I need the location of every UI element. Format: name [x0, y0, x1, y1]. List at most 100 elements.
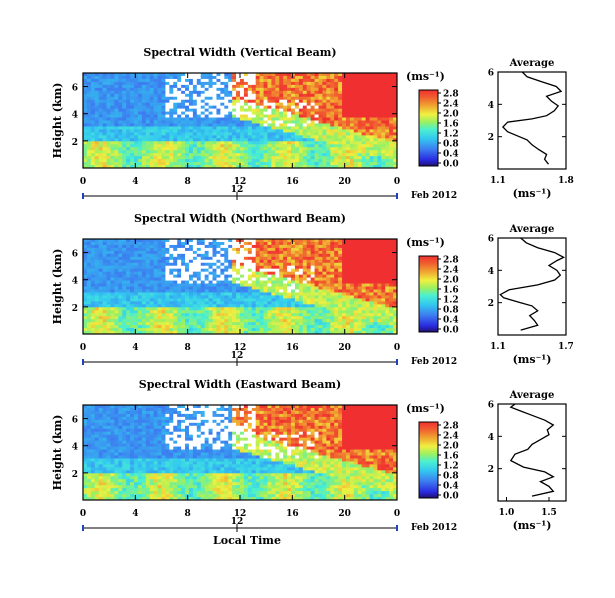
- x-tick-label: 0: [80, 177, 86, 187]
- x-tick-label: 16: [286, 177, 299, 187]
- colorbar-tick-label: 0.0: [443, 492, 459, 502]
- date-tick-label: 12: [231, 185, 244, 195]
- heatmap-cells: [83, 405, 398, 501]
- date-label: Feb 2012: [411, 523, 457, 533]
- profile-y-tick-label: 2: [488, 133, 494, 143]
- date-label: Feb 2012: [411, 357, 457, 367]
- profile-y-tick-label: 4: [488, 267, 494, 277]
- profile-x-axis-label: (ms⁻¹): [513, 353, 552, 366]
- date-tick-label: 12: [231, 351, 244, 361]
- colorbar-unit: (ms⁻¹): [406, 70, 445, 83]
- colorbar: [418, 421, 439, 499]
- colorbar-tick-label: 2.0: [443, 442, 459, 452]
- x-tick-label: 0: [394, 177, 400, 187]
- y-tick-label: 4: [72, 277, 78, 287]
- x-tick-label: 16: [286, 509, 299, 519]
- x-tick-label: 0: [80, 343, 86, 353]
- x-tick-label: 4: [132, 343, 138, 353]
- profile-frame: [497, 71, 567, 170]
- colorbar-unit: (ms⁻¹): [406, 402, 445, 415]
- profile-y-tick-label: 6: [488, 69, 494, 79]
- colorbar-tick-label: 0.4: [443, 150, 459, 160]
- colorbar-tick-label: 2.8: [443, 90, 459, 100]
- x-tick-label: 4: [132, 509, 138, 519]
- y-tick-label: 6: [72, 416, 78, 426]
- y-axis-label: Height (km): [51, 415, 64, 491]
- y-tick-label: 2: [72, 470, 78, 480]
- colorbar-tick-label: 1.6: [443, 286, 459, 296]
- colorbar-tick-label: 1.2: [443, 130, 459, 140]
- y-tick-label: 6: [72, 250, 78, 260]
- colorbar-tick-label: 1.2: [443, 296, 459, 306]
- panel-title: Spectral Width (Eastward Beam): [139, 378, 341, 391]
- profile-frame: [497, 403, 567, 502]
- profile-y-tick-label: 2: [488, 299, 494, 309]
- profile-line: [499, 237, 566, 331]
- colorbar-tick-label: 2.0: [443, 110, 459, 120]
- colorbar-tick-label: 0.8: [443, 472, 459, 482]
- x-tick-label: 12: [234, 177, 247, 187]
- colorbar-tick-label: 2.4: [443, 100, 459, 110]
- y-tick-label: 6: [72, 84, 78, 94]
- colorbar-tick-label: 0.8: [443, 306, 459, 316]
- profile-x-tick-label: 1.0: [499, 508, 515, 518]
- colorbar-tick-label: 1.2: [443, 462, 459, 472]
- profile-line: [501, 71, 563, 165]
- x-tick-label: 0: [394, 343, 400, 353]
- x-tick-label: 16: [286, 343, 299, 353]
- profile-title: Average: [509, 390, 555, 401]
- profile-y-tick-label: 4: [488, 101, 494, 111]
- profile-line: [509, 403, 555, 497]
- y-tick-label: 2: [72, 138, 78, 148]
- profile-y-tick-label: 6: [488, 401, 494, 411]
- x-tick-label: 8: [185, 343, 191, 353]
- y-tick-label: 2: [72, 304, 78, 314]
- colorbar-tick-label: 1.6: [443, 452, 459, 462]
- x-tick-label: 20: [338, 177, 351, 187]
- date-label: Feb 2012: [411, 191, 457, 201]
- profile-x-tick-label: 1.7: [558, 342, 574, 352]
- profile-x-tick-label: 1.8: [558, 176, 574, 186]
- panel-2: Spectral Width (Northward Beam) 6 4 2 Height…: [51, 212, 574, 367]
- y-tick-label: 4: [72, 443, 78, 453]
- colorbar-tick-label: 2.8: [443, 422, 459, 432]
- colorbar-tick-label: 0.0: [443, 160, 459, 170]
- y-axis-label: Height (km): [51, 249, 64, 325]
- panel-title: Spectral Width (Vertical Beam): [143, 46, 336, 59]
- colorbar-tick-label: 0.8: [443, 140, 459, 150]
- heatmap-cells: [83, 239, 398, 335]
- panel-title: Spectral Width (Northward Beam): [134, 212, 346, 225]
- heatmap-cells: [83, 73, 398, 169]
- profile-y-tick-label: 4: [488, 433, 494, 443]
- colorbar-tick-label: 0.4: [443, 316, 459, 326]
- colorbar-tick-label: 1.6: [443, 120, 459, 130]
- colorbar: [418, 89, 439, 167]
- colorbar-tick-label: 2.8: [443, 256, 459, 266]
- profile-x-tick-label: 1.1: [490, 342, 506, 352]
- panel-1: Spectral Width (Vertical Beam) 6 4 2 Height …: [51, 46, 574, 201]
- profile-y-tick-label: 6: [488, 235, 494, 245]
- date-tick-label: 12: [231, 517, 244, 527]
- profile-x-tick-label: 1.1: [490, 176, 506, 186]
- x-tick-label: 20: [338, 343, 351, 353]
- profile-title: Average: [509, 224, 555, 235]
- panel-3: Spectral Width (Eastward Beam) 6 4 2 Height …: [51, 378, 567, 547]
- profile-y-tick-label: 2: [488, 465, 494, 475]
- profile-title: Average: [509, 58, 555, 69]
- colorbar-tick-label: 2.4: [443, 432, 459, 442]
- x-tick-label: 4: [132, 177, 138, 187]
- x-tick-label: 12: [234, 343, 247, 353]
- profile-x-axis-label: (ms⁻¹): [513, 519, 552, 532]
- colorbar-unit: (ms⁻¹): [406, 236, 445, 249]
- x-tick-label: 0: [394, 509, 400, 519]
- y-axis-label: Height (km): [51, 83, 64, 159]
- x-tick-label: 8: [185, 509, 191, 519]
- profile-x-tick-label: 1.5: [541, 508, 557, 518]
- profile-x-axis-label: (ms⁻¹): [513, 187, 552, 200]
- colorbar-tick-label: 0.0: [443, 326, 459, 336]
- x-tick-label: 8: [185, 177, 191, 187]
- colorbar-tick-label: 0.4: [443, 482, 459, 492]
- colorbar-tick-label: 2.4: [443, 266, 459, 276]
- colorbar: [418, 255, 439, 333]
